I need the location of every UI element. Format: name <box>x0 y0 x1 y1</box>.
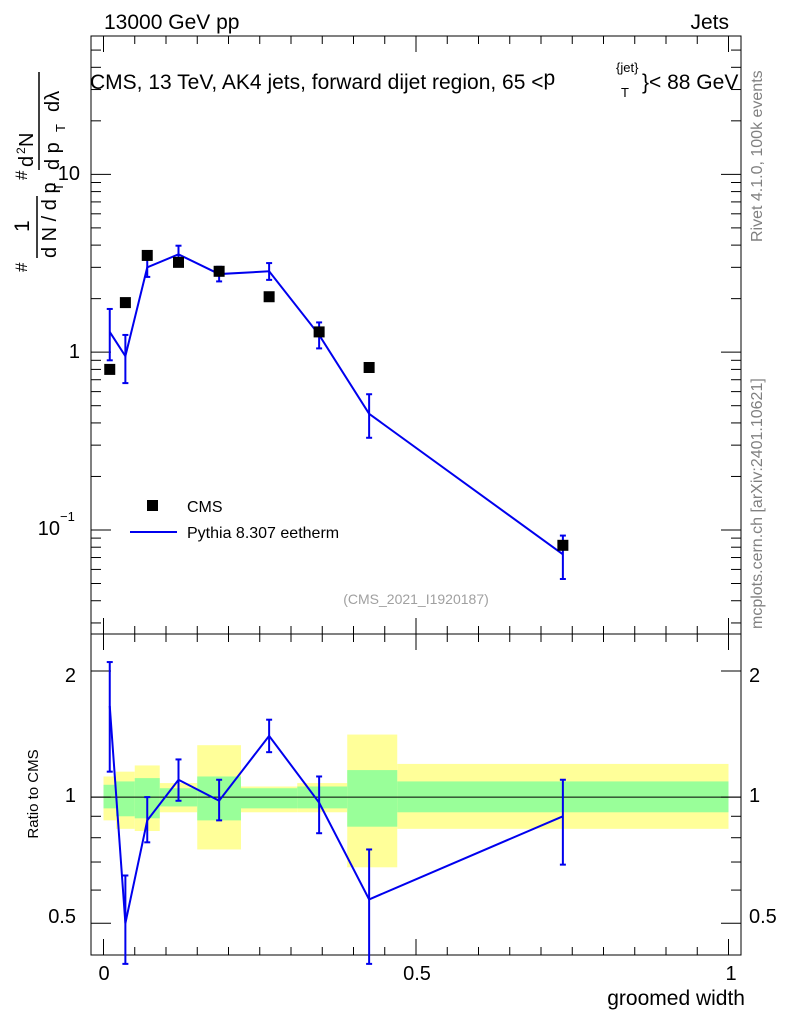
mcplots-label: mcplots.cern.ch [arXiv:2401.10621] <box>749 378 766 629</box>
xtick-label-1: 1 <box>725 963 736 985</box>
ratio-data-layer <box>106 661 566 965</box>
ratio-ytick-label-1-right: 1 <box>749 785 760 807</box>
main-data-layer <box>104 244 569 581</box>
main-y-axis-label: # 1 d N / d p T # d 2 N d p T dλ <box>11 72 68 272</box>
main-ytick-label-1: 1 <box>69 341 80 363</box>
legend-mc-label: Pythia 8.307 eetherm <box>187 525 339 542</box>
svg-text:N: N <box>16 133 38 147</box>
ratio-ytick-label-0.5-left: 0.5 <box>48 906 76 928</box>
legend-cms-label: CMS <box>187 499 223 516</box>
main-ytick-exponent: −1 <box>60 509 75 524</box>
svg-text:T: T <box>51 183 66 191</box>
energy-label: 13000 GeV pp <box>104 11 239 34</box>
svg-text:#: # <box>12 262 31 272</box>
ratio-axis-ticks <box>91 634 741 955</box>
cms-data-point <box>313 326 325 338</box>
cms-data-point <box>119 297 131 309</box>
cms-data-point <box>104 363 116 375</box>
ratio-ytick-label-1-left: 1 <box>65 785 76 807</box>
svg-text:T: T <box>53 124 68 132</box>
rivet-version-label: Rivet 4.1.0, 100k events <box>749 70 766 242</box>
svg-text:2: 2 <box>14 147 28 154</box>
ratio-ytick-label-0.5-right: 0.5 <box>749 906 777 928</box>
cms-data-point <box>213 265 225 277</box>
svg-text:1: 1 <box>11 220 34 232</box>
svg-text:d: d <box>16 156 38 167</box>
cms-data-point <box>173 256 184 268</box>
main-axis-ticks <box>91 35 741 634</box>
cms-data-point <box>557 539 569 551</box>
analysis-watermark: (CMS_2021_I1920187) <box>343 591 489 607</box>
cms-data-point <box>363 361 375 373</box>
title-suffix: }< 88 GeV <box>642 71 738 94</box>
svg-text:dλ: dλ <box>42 91 64 112</box>
jets-label: Jets <box>690 11 729 34</box>
svg-text:d N / d p: d N / d p <box>39 182 61 258</box>
cms-data-point <box>263 291 275 303</box>
main-ytick-label-0.1: 10 <box>38 518 60 540</box>
mc-line <box>108 253 564 556</box>
main-ytick-label-10: 10 <box>58 163 80 185</box>
ratio-panel <box>91 734 741 868</box>
x-axis-label: groomed width <box>607 987 745 1010</box>
xtick-label-0.5: 0.5 <box>403 963 431 985</box>
main-frame <box>90 35 742 635</box>
ratio-ytick-label-2-right: 2 <box>749 665 760 687</box>
xtick-label-0: 0 <box>98 963 109 985</box>
ratio-ytick-label-2-left: 2 <box>65 665 76 687</box>
ratio-band-inner <box>103 784 116 809</box>
ratio-band-inner <box>116 781 135 817</box>
title-subscript: T <box>621 85 629 100</box>
plot-title: CMS, 13 TeV, AK4 jets, forward dijet reg… <box>90 67 555 94</box>
ratio-y-axis-label: Ratio to CMS <box>25 749 42 838</box>
ratio-band-inner <box>241 788 298 809</box>
title-superscript: {jet} <box>616 60 639 75</box>
cms-data-point <box>141 249 153 261</box>
svg-text:d p: d p <box>42 142 64 170</box>
ratio-band-inner <box>347 770 398 827</box>
svg-text:#: # <box>12 170 31 180</box>
legend-cms-marker <box>147 500 158 511</box>
